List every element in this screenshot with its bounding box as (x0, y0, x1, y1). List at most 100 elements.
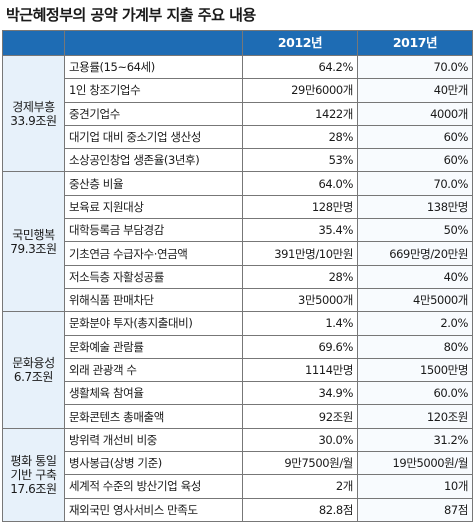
table-row: 재외국민 영사서비스 만족도 82.8점 87점 (3, 497, 473, 522)
table-row: 생활체육 참여율 34.9% 60.0% (3, 381, 473, 406)
group-label-cell: 국민행복 79.3조원 (2, 171, 65, 313)
group-label-line: 6.7조원 (13, 370, 54, 384)
item-cell: 중산층 비율 (64, 171, 243, 196)
table-row: 1인 창조기업수 29만6000개 40만개 (3, 78, 473, 103)
item-cell: 고용률(15~64세) (64, 54, 243, 80)
table-row: 병사봉급(상병 기준) 9만7500원/월 19만5000원/월 (3, 451, 473, 476)
page-title: 박근혜정부의 공약 가계부 지출 주요 내용 (6, 6, 256, 24)
header-blank-item (64, 30, 243, 56)
group-label-line: 79.3조원 (10, 241, 57, 256)
group-label-cell: 평화 통일 기반 구축 17.6조원 (2, 427, 65, 522)
table-row: 위해식품 판매차단 3만5000개 4만5000개 (3, 287, 473, 313)
table-row: 문화융성 6.7조원 문화분야 투자(총지출대비) 1.4% 2.0% (2, 311, 473, 429)
value-2017-cell: 40만개 (357, 78, 473, 103)
header-2017: 2017년 (357, 30, 473, 56)
item-cell: 방위력 개선비 비중 (64, 427, 243, 453)
value-2012-cell: 64.0% (242, 171, 358, 196)
table-row: 보육료 지원대상 128만명 138만명 (3, 194, 473, 220)
table-body: 경제부흥 33.9조원 고용률(15~64세) 64.2% 70.0% 1인 창조기업수 2… (2, 54, 473, 522)
item-cell: 기초연금 수급자수·연금액 (64, 241, 243, 266)
table-row: 소상공인창업 생존율(3년후) 53% 60% (3, 148, 473, 173)
value-2017-cell: 2.0% (357, 311, 473, 336)
item-cell: 문화분야 투자(총지출대비) (64, 311, 243, 336)
value-2012-cell: 30.0% (242, 427, 358, 453)
value-2012-cell: 28% (242, 124, 358, 150)
policy-table: 2012년 2017년 경제부흥 33.9조원 고용률(15~64세) 64.2% 70… (2, 30, 473, 522)
value-2012-cell: 64.2% (242, 54, 358, 80)
item-cell: 위해식품 판매차단 (64, 287, 243, 313)
table-row: 문화예술 관람률 69.6% 80% (3, 334, 473, 359)
header-2012: 2012년 (242, 30, 358, 56)
value-2017-cell: 120조원 (357, 404, 473, 429)
value-2017-cell: 4만5000개 (357, 287, 473, 313)
value-2012-cell: 34.9% (242, 381, 358, 406)
value-2012-cell: 82.8점 (242, 497, 358, 522)
item-cell: 재외국민 영사서비스 만족도 (64, 497, 243, 522)
value-2012-cell: 53% (242, 148, 358, 173)
value-2017-cell: 50% (357, 218, 473, 243)
value-2012-cell: 1.4% (242, 311, 358, 336)
table-row: 기초연금 수급자수·연금액 391만명/10만원 669만명/20만원 (3, 241, 473, 266)
value-2012-cell: 69.6% (242, 334, 358, 359)
value-2012-cell: 92조원 (242, 404, 358, 429)
value-2017-cell: 4000개 (357, 101, 473, 126)
item-cell: 문화예술 관람률 (64, 334, 243, 359)
value-2017-cell: 87점 (357, 497, 473, 522)
value-2017-cell: 19만5000원/월 (357, 451, 473, 476)
value-2017-cell: 40% (357, 264, 473, 289)
value-2012-cell: 2개 (242, 474, 358, 499)
item-cell: 생활체육 참여율 (64, 381, 243, 406)
table-row: 대기업 대비 중소기업 생산성 28% 60% (3, 124, 473, 150)
group-label-line: 경제부흥 (12, 99, 55, 114)
value-2017-cell: 10개 (357, 474, 473, 499)
value-2012-cell: 28% (242, 264, 358, 289)
table-row: 평화 통일 기반 구축 17.6조원 방위력 개선비 비중 30.0% 31.2% (2, 427, 473, 522)
value-2012-cell: 1422개 (242, 101, 358, 126)
value-2017-cell: 80% (357, 334, 473, 359)
value-2017-cell: 60% (357, 148, 473, 173)
item-cell: 1인 창조기업수 (64, 78, 243, 103)
item-cell: 중견기업수 (64, 101, 243, 126)
table-row: 경제부흥 33.9조원 고용률(15~64세) 64.2% 70.0% (2, 54, 473, 173)
group-label-line: 기반 구축 (10, 467, 57, 482)
item-cell: 저소득층 자활성공률 (64, 264, 243, 289)
value-2017-cell: 60% (357, 124, 473, 150)
group-label-line: 33.9조원 (10, 113, 57, 128)
group-label-cell: 문화융성 6.7조원 (2, 311, 65, 429)
value-2017-cell: 70.0% (357, 171, 473, 196)
item-cell: 대학등록금 부담경감 (64, 218, 243, 243)
group-label-line: 평화 통일 (10, 453, 57, 468)
header-blank-group (2, 30, 65, 56)
value-2012-cell: 35.4% (242, 218, 358, 243)
value-2017-cell: 669만명/20만원 (357, 241, 473, 266)
value-2017-cell: 138만명 (357, 194, 473, 220)
table-row: 대학등록금 부담경감 35.4% 50% (3, 218, 473, 243)
item-cell: 세계적 수준의 방산기업 육성 (64, 474, 243, 499)
value-2017-cell: 31.2% (357, 427, 473, 453)
group-label-line: 17.6조원 (10, 481, 57, 496)
value-2012-cell: 29만6000개 (242, 78, 358, 103)
value-2012-cell: 391만명/10만원 (242, 241, 358, 266)
item-cell: 병사봉급(상병 기준) (64, 451, 243, 476)
value-2012-cell: 9만7500원/월 (242, 451, 358, 476)
value-2017-cell: 70.0% (357, 54, 473, 80)
group-label-cell: 경제부흥 33.9조원 (2, 54, 65, 173)
table-row: 외래 관광객 수 1114만명 1500만명 (3, 357, 473, 383)
value-2017-cell: 60.0% (357, 381, 473, 406)
value-2012-cell: 1114만명 (242, 357, 358, 383)
group-label-line: 국민행복 (12, 227, 55, 242)
value-2012-cell: 3만5000개 (242, 287, 358, 313)
item-cell: 소상공인창업 생존율(3년후) (64, 148, 243, 173)
group-label-line: 문화융성 (12, 356, 55, 370)
item-cell: 문화콘텐츠 총매출액 (64, 404, 243, 429)
table-row: 문화콘텐츠 총매출액 92조원 120조원 (3, 404, 473, 429)
item-cell: 대기업 대비 중소기업 생산성 (64, 124, 243, 150)
table-row: 중견기업수 1422개 4000개 (3, 101, 473, 126)
value-2012-cell: 128만명 (242, 194, 358, 220)
item-cell: 외래 관광객 수 (64, 357, 243, 383)
item-cell: 보육료 지원대상 (64, 194, 243, 220)
table-row: 국민행복 79.3조원 중산층 비율 64.0% 70.0% (2, 171, 473, 313)
table-row: 세계적 수준의 방산기업 육성 2개 10개 (3, 474, 473, 499)
value-2017-cell: 1500만명 (357, 357, 473, 383)
table-row: 저소득층 자활성공률 28% 40% (3, 264, 473, 289)
